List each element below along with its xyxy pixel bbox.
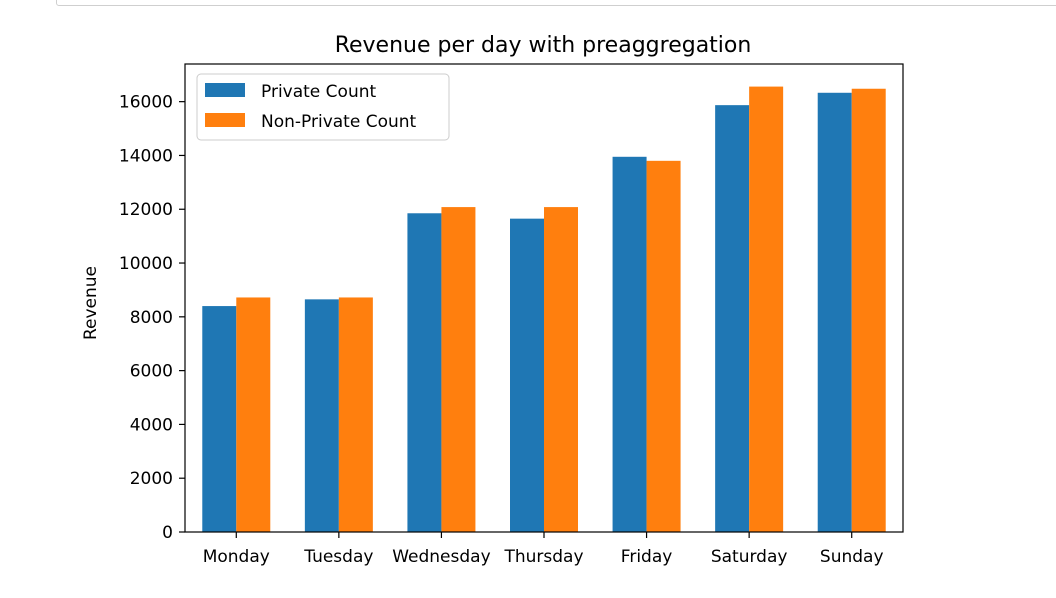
legend-swatch xyxy=(205,113,245,127)
x-tick-label: Thursday xyxy=(503,547,583,567)
x-tick-label: Sunday xyxy=(820,547,884,567)
x-tick-label: Friday xyxy=(621,547,673,567)
cell-input-border xyxy=(56,0,1056,6)
bar-thursday-series-2 xyxy=(544,207,578,532)
legend-label: Non-Private Count xyxy=(261,112,417,132)
y-tick-label: 10000 xyxy=(119,254,173,274)
bar-tuesday-series-2 xyxy=(338,297,373,532)
bar-monday-series-2 xyxy=(236,297,271,532)
legend-box xyxy=(196,73,450,141)
y-tick-label: 2000 xyxy=(130,469,173,489)
y-tick-label: 16000 xyxy=(119,93,173,113)
bar-sunday-series-1 xyxy=(817,92,852,533)
y-axis: 0 2000 4000 6000 8000 10000 12000 14000 16000 xyxy=(119,93,185,543)
x-axis: Monday Tuesday Wednesday Thursday Friday Satu… xyxy=(203,532,884,567)
bar-saturday-series-2 xyxy=(749,86,784,532)
y-tick-label: 6000 xyxy=(130,362,173,382)
bar-monday-series-1 xyxy=(202,306,237,532)
plot-area xyxy=(184,63,904,533)
y-tick-label: 0 xyxy=(162,523,173,543)
bar-sunday-series-2 xyxy=(851,88,886,533)
bar-wednesday-series-1 xyxy=(407,213,442,532)
x-tick-label: Wednesday xyxy=(392,547,490,567)
bar-friday-series-1 xyxy=(612,156,647,533)
y-tick-label: 14000 xyxy=(119,146,173,166)
x-tick-label: Tuesday xyxy=(303,547,373,567)
chart-title: Revenue per day with preaggregation xyxy=(335,33,752,58)
x-tick-label: Saturday xyxy=(711,547,788,567)
legend-swatch xyxy=(205,83,245,97)
y-tick-label: 4000 xyxy=(130,415,173,435)
y-tick-label: 8000 xyxy=(130,308,173,328)
bar-tuesday-series-1 xyxy=(304,299,339,532)
legend: Private Count Non-Private Count xyxy=(196,73,450,141)
bar-friday-series-2 xyxy=(646,160,681,533)
y-tick-label: 12000 xyxy=(119,200,173,220)
bar-saturday-series-1 xyxy=(715,105,750,532)
legend-label: Private Count xyxy=(261,82,376,102)
x-tick-label: Monday xyxy=(203,547,270,567)
bar-wednesday-series-2 xyxy=(441,207,476,532)
bar-thursday-series-1 xyxy=(510,218,544,533)
y-axis-label: Revenue xyxy=(81,266,101,340)
